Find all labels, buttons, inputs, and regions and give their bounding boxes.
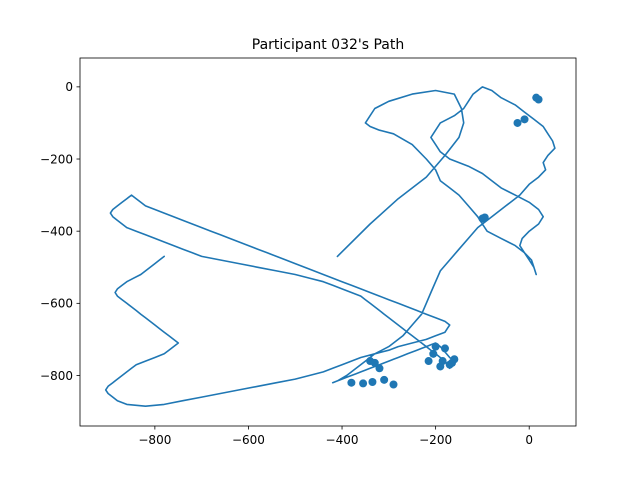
- y-axis: 0 −200 −400 −600 −800: [40, 80, 80, 383]
- y-tick-label: −400: [40, 224, 73, 238]
- path-marker-point: [347, 378, 356, 387]
- x-tick-label: −400: [326, 433, 359, 447]
- plot-area: [104, 86, 556, 408]
- y-tick-label: −600: [40, 297, 73, 311]
- path-marker-point: [424, 357, 433, 366]
- path-marker-point: [438, 357, 447, 366]
- path-marker-point: [375, 364, 384, 373]
- path-marker-point: [359, 379, 368, 388]
- path-marker-point: [370, 358, 379, 367]
- y-tick-label: −200: [40, 152, 73, 166]
- x-tick-label: 0: [525, 433, 533, 447]
- x-tick-label: −600: [232, 433, 265, 447]
- axes-frame: [79, 57, 577, 427]
- path-marker-point: [532, 93, 541, 102]
- x-axis: −800 −600 −400 −200 0: [138, 426, 533, 447]
- x-tick-label: −200: [419, 433, 452, 447]
- path-marker-point: [368, 377, 377, 386]
- path-series-line: [104, 86, 556, 408]
- x-tick-label: −800: [138, 433, 171, 447]
- path-marker-point: [513, 118, 522, 127]
- path-marker-point: [440, 344, 449, 353]
- path-marker-point: [380, 375, 389, 384]
- path-marker-point: [429, 349, 438, 358]
- chart-title: Participant 032's Path: [252, 37, 404, 53]
- path-marker-point: [520, 115, 529, 124]
- path-marker-point: [480, 213, 489, 222]
- y-tick-label: 0: [65, 80, 73, 94]
- path-marker-point: [448, 358, 456, 367]
- path-marker-point: [431, 342, 440, 351]
- path-marker-point: [389, 380, 398, 389]
- y-tick-label: −800: [40, 369, 73, 383]
